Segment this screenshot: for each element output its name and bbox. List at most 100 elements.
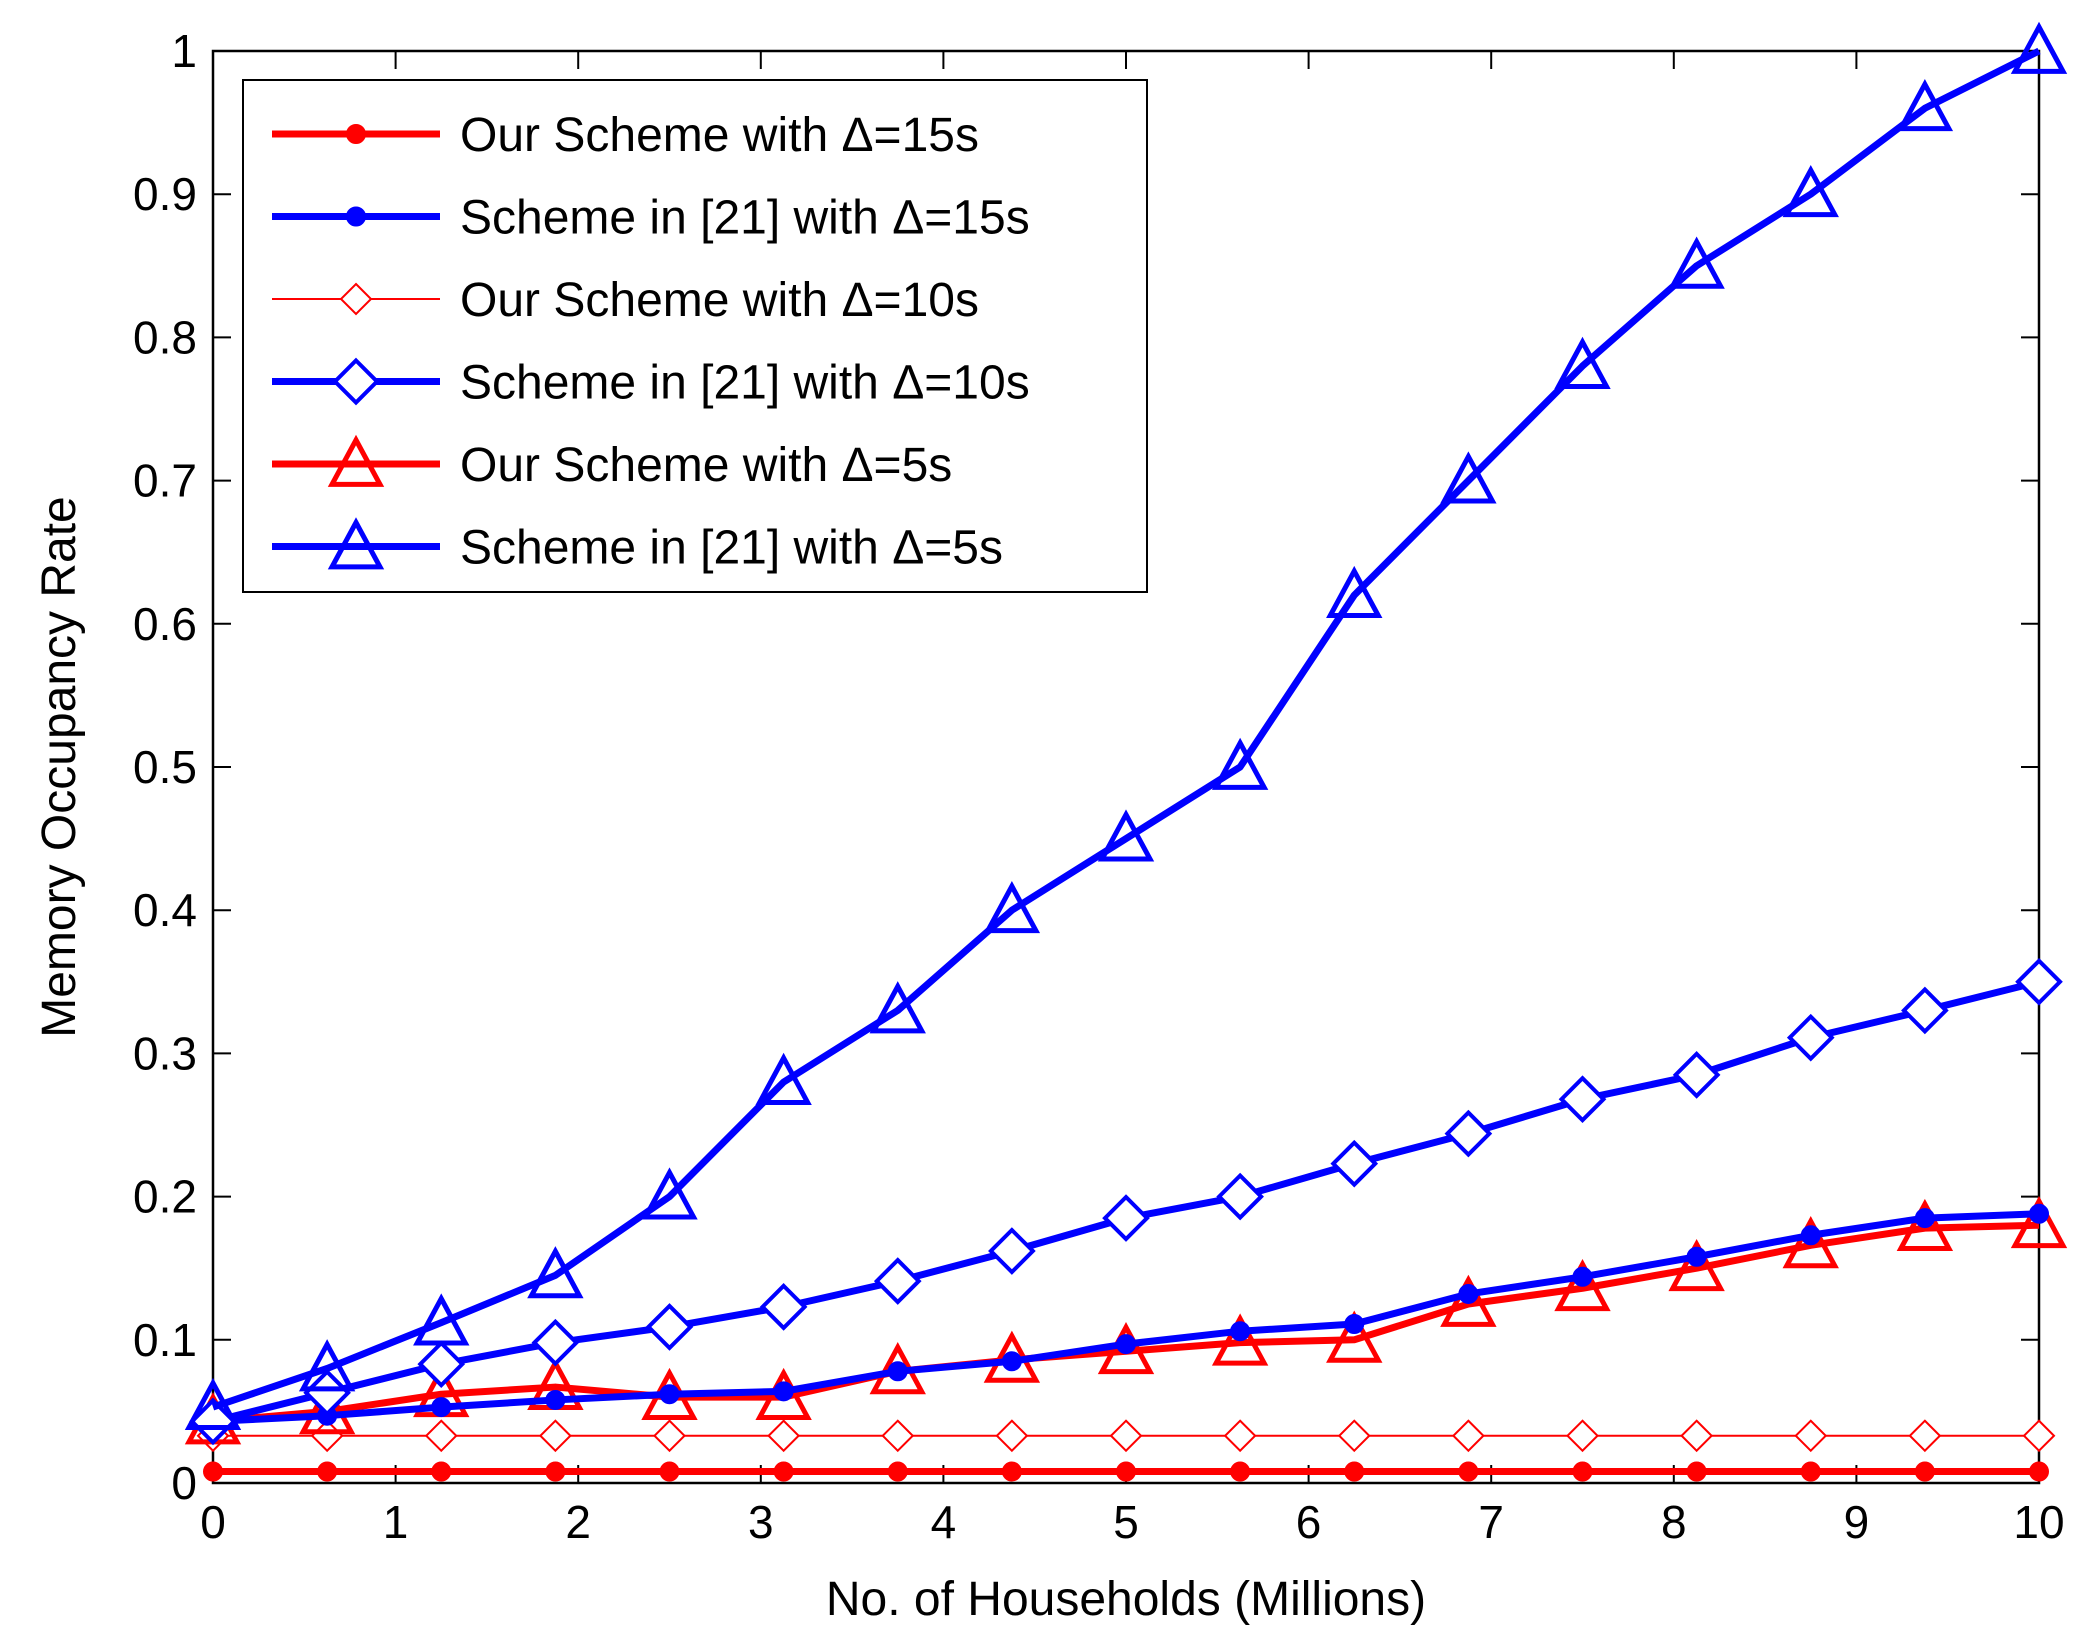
x-tick-label: 10 (2013, 1496, 2064, 1548)
data-point-dot (1686, 1461, 1707, 1482)
y-tick-label: 0.9 (133, 168, 197, 220)
x-tick-label: 2 (565, 1496, 591, 1548)
data-point-triangle (1097, 1321, 1155, 1375)
data-point-triangle (755, 1367, 812, 1420)
data-point-diamond (2015, 957, 2063, 1006)
data-point-dot (1344, 1314, 1365, 1335)
x-tick-label: 0 (200, 1496, 226, 1548)
data-point-diamond (189, 1397, 237, 1446)
legend-label: Our Scheme with Δ=5s (460, 439, 952, 492)
data-point-diamond (1566, 1419, 1599, 1453)
data-point-dot (1686, 1246, 1707, 1267)
data-point-triangle (1440, 1274, 1497, 1327)
data-point-triangle (1211, 737, 1269, 790)
x-tick-label: 6 (1296, 1496, 1322, 1548)
data-point-triangle (327, 434, 385, 487)
data-point-triangle (1097, 809, 1155, 862)
data-point-diamond (1786, 1013, 1835, 1062)
data-point-dot (346, 124, 366, 144)
y-tick-label: 0 (171, 1457, 197, 1509)
data-point-diamond (1451, 1419, 1485, 1453)
series-layer (184, 21, 2068, 1482)
data-point-dot (1800, 1225, 1821, 1246)
data-point-triangle (641, 1167, 698, 1220)
data-point-dot (659, 1384, 680, 1405)
x-tick-label: 7 (1478, 1496, 1504, 1548)
y-tick-label: 0.4 (133, 884, 197, 936)
x-tick-label: 9 (1844, 1496, 1870, 1548)
data-point-diamond (531, 1318, 580, 1367)
data-point-dot (2029, 1461, 2049, 1482)
data-point-diamond (1216, 1172, 1264, 1221)
data-point-diamond (332, 357, 380, 406)
data-point-triangle (869, 981, 926, 1034)
y-tick-label: 0.1 (133, 1314, 197, 1366)
x-tick-label: 8 (1661, 1496, 1687, 1548)
data-point-dot (1458, 1461, 1479, 1482)
data-point-dot (1914, 1461, 1935, 1482)
data-point-triangle (1896, 1198, 1954, 1252)
y-tick-label: 0.6 (133, 598, 197, 650)
series-4 (189, 957, 2063, 1446)
data-point-diamond (417, 1340, 466, 1388)
data-point-triangle (2010, 1195, 2068, 1249)
data-point-triangle (1326, 1310, 1383, 1363)
data-point-dot (887, 1461, 908, 1482)
data-point-dot (1001, 1351, 1022, 1372)
data-point-triangle (2010, 21, 2068, 74)
data-point-diamond (2022, 1419, 2056, 1453)
data-point-diamond (1330, 1139, 1379, 1188)
y-tick-label: 0.7 (133, 455, 197, 507)
legend-item-5: Our Scheme with Δ=5s (272, 434, 952, 492)
data-point-dot (431, 1397, 452, 1418)
data-point-dot (545, 1461, 566, 1482)
y-axis-label: Memory Occupancy Rate (33, 496, 86, 1038)
data-point-triangle (298, 1339, 356, 1392)
legend-item-1: Our Scheme with Δ=15s (272, 109, 979, 162)
data-point-triangle (298, 1382, 356, 1435)
y-tick-label: 0.3 (133, 1027, 197, 1079)
data-point-diamond (767, 1419, 801, 1453)
data-point-diamond (1109, 1419, 1143, 1453)
data-point-dot (431, 1461, 452, 1482)
data-point-diamond (303, 1368, 351, 1417)
data-point-triangle (1668, 236, 1725, 289)
data-point-diamond (1223, 1419, 1257, 1453)
data-point-dot (1572, 1461, 1593, 1482)
data-point-diamond (873, 1257, 922, 1305)
data-point-dot (346, 206, 366, 227)
data-point-diamond (1794, 1419, 1828, 1453)
data-point-dot (773, 1381, 794, 1402)
legend: Our Scheme with Δ=15s Scheme in [21] with… (242, 79, 1148, 593)
data-point-diamond (424, 1419, 458, 1453)
data-point-diamond (881, 1419, 915, 1453)
data-point-diamond (1558, 1075, 1607, 1124)
data-point-dot (2029, 1203, 2049, 1224)
data-point-diamond (653, 1419, 686, 1453)
legend-item-6: Scheme in [21] with Δ=5s (272, 517, 1003, 575)
legend-item-4: Scheme in [21] with Δ=10s (272, 357, 1030, 410)
data-point-triangle (1554, 336, 1611, 389)
data-point-dot (773, 1461, 794, 1482)
data-point-triangle (327, 517, 385, 570)
data-point-dot (1914, 1208, 1935, 1229)
x-tick-label: 1 (383, 1496, 409, 1548)
y-tick-label: 1 (171, 25, 197, 77)
data-point-dot (1344, 1461, 1365, 1482)
data-point-triangle (1782, 1216, 1839, 1269)
data-point-triangle (983, 880, 1041, 934)
series-1 (203, 1461, 2049, 1482)
y-tick-label: 0.8 (133, 311, 197, 363)
y-tick-label: 0.5 (133, 741, 197, 793)
data-point-triangle (1440, 451, 1497, 504)
x-tick-label: 3 (748, 1496, 774, 1548)
data-point-triangle (1554, 1258, 1611, 1312)
data-point-dot (1116, 1334, 1136, 1355)
data-point-triangle (527, 1246, 584, 1299)
legend-label: Scheme in [21] with Δ=5s (460, 522, 1003, 575)
data-point-diamond (1680, 1419, 1714, 1453)
legend-label: Scheme in [21] with Δ=15s (460, 192, 1030, 245)
x-axis-label: No. of Households (Millions) (826, 1573, 1426, 1626)
data-point-diamond (988, 1227, 1036, 1275)
